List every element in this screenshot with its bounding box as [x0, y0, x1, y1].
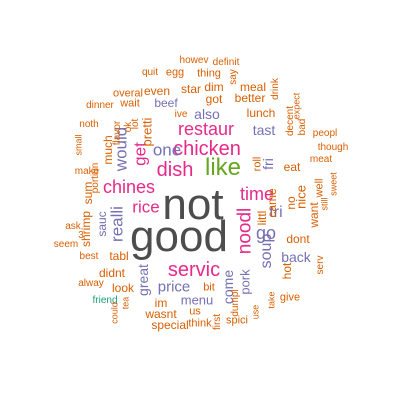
word-im: im	[154, 296, 168, 310]
word-back: back	[281, 249, 311, 265]
word-restaur: restaur	[177, 119, 235, 139]
word-eat: eat	[283, 160, 301, 174]
word-star: star	[180, 82, 202, 96]
word-definit: definit	[212, 57, 240, 68]
word-didnt: didnt	[98, 266, 126, 280]
word-came: came	[265, 188, 279, 218]
word-tri: tri	[269, 204, 283, 221]
word-dish: dish	[156, 159, 194, 181]
word-flavor: flavor	[112, 120, 123, 146]
word-overal: overal	[113, 87, 143, 100]
word-got: got	[205, 92, 223, 106]
word-pretti: pretti	[139, 117, 155, 147]
word-spici: spici	[225, 314, 249, 327]
word-noth: noth	[79, 119, 99, 130]
word-great: great	[135, 264, 151, 296]
word-best: best	[79, 251, 99, 262]
word-seem: seem	[53, 239, 79, 250]
word-peopl: peopl	[312, 128, 338, 139]
word-us: us	[189, 305, 201, 318]
word-ive: ive	[174, 109, 188, 120]
word-time: time	[239, 184, 275, 204]
word-servic: servic	[167, 259, 221, 281]
word-dinner: dinner	[86, 100, 114, 111]
word-take: take	[266, 291, 277, 309]
word-go: go	[255, 223, 277, 243]
word-still: still	[319, 197, 330, 211]
word-tabl: tabl	[109, 249, 129, 263]
word-egg: egg	[165, 66, 185, 79]
word-realli: realli	[107, 206, 127, 242]
word-wasnt: wasnt	[145, 307, 177, 321]
word-think: think	[188, 317, 212, 330]
word-thing: thing	[197, 67, 221, 80]
word-meat: meat	[309, 154, 333, 165]
word-small: small	[73, 134, 84, 156]
word-good: good	[130, 212, 228, 261]
word-also: also	[194, 106, 220, 122]
word-drink: drink	[270, 78, 281, 100]
word-give: give	[279, 291, 301, 304]
word-howev: howev	[179, 55, 209, 66]
word-alway: alway	[78, 278, 104, 289]
word-want: want	[307, 202, 321, 228]
word-hot: hot	[280, 262, 294, 280]
word-expect: expect	[291, 92, 302, 120]
word-one: one	[152, 140, 182, 160]
word-dumpl: dumpl	[230, 289, 241, 317]
word-friend: friend	[92, 295, 118, 306]
word-roll: roll	[251, 156, 264, 172]
word-dim: dim	[204, 80, 224, 94]
word-shrimp: shrimp	[79, 210, 93, 248]
word-like: like	[204, 154, 242, 181]
word-though: though	[317, 142, 349, 153]
word-beef: beef	[154, 96, 178, 110]
word-no: no	[284, 196, 298, 210]
word-make: make	[74, 166, 100, 177]
word-well: well	[313, 178, 326, 198]
word-ok: ok	[123, 121, 134, 133]
word-portion: portion	[90, 162, 101, 194]
word-bad: bad	[297, 118, 308, 136]
word-wait: wait	[120, 97, 140, 110]
word-serv: serv	[315, 255, 326, 275]
word-menu: menu	[180, 292, 214, 308]
word-soup: soup	[258, 233, 275, 269]
word-better: better	[234, 91, 266, 105]
word-meal: meal	[239, 80, 267, 94]
word-bit: bit	[203, 281, 215, 294]
word-chines: chines	[102, 177, 156, 197]
word-three: 3	[78, 230, 84, 241]
word-quit: quit	[141, 67, 159, 78]
word-price: price	[157, 278, 191, 296]
word-noodl: noodl	[234, 207, 256, 255]
word-special: special	[151, 318, 189, 332]
word-sweet: sweet	[328, 172, 339, 196]
word-use: use	[250, 304, 261, 320]
word-dont: dont	[286, 232, 310, 246]
word-chicken: chicken	[173, 138, 241, 160]
word-tea: tea	[120, 296, 131, 310]
word-sauc: sauc	[95, 211, 109, 237]
word-say: say	[228, 69, 239, 85]
word-ask: ask	[65, 221, 81, 232]
word-not: not	[162, 180, 224, 229]
word-look: look	[111, 281, 135, 295]
word-tast: tast	[252, 122, 276, 138]
word-even: even	[143, 84, 171, 98]
word-rice: rice	[132, 197, 160, 217]
word-lunch: lunch	[246, 106, 276, 120]
word-first: first	[212, 313, 223, 331]
